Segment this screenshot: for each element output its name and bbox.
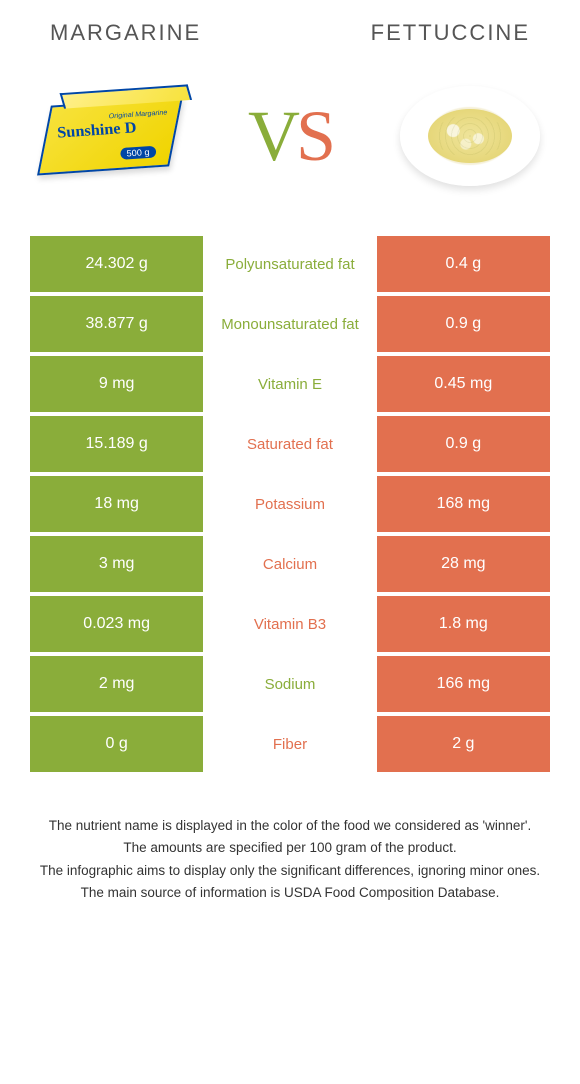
table-row: 9 mgVitamin E0.45 mg: [30, 356, 550, 412]
vs-label: VS: [248, 95, 332, 178]
left-value-cell: 38.877 g: [30, 296, 203, 352]
margarine-subtext: Original Margarine: [109, 109, 168, 120]
table-row: 38.877 gMonounsaturated fat0.9 g: [30, 296, 550, 352]
left-value-cell: 0 g: [30, 716, 203, 772]
margarine-brand: Sunshine D: [57, 119, 137, 142]
left-value-cell: 24.302 g: [30, 236, 203, 292]
fettuccine-icon: [400, 86, 540, 186]
right-food-title: Fettuccine: [371, 20, 530, 46]
left-value-cell: 3 mg: [30, 536, 203, 592]
right-value-cell: 1.8 mg: [377, 596, 550, 652]
left-food-title: Margarine: [50, 20, 201, 46]
right-food-image: [390, 76, 550, 196]
vs-v: V: [248, 96, 296, 176]
nutrient-name-cell: Saturated fat: [203, 416, 376, 472]
footer-line: The infographic aims to display only the…: [20, 861, 560, 881]
nutrient-name-cell: Monounsaturated fat: [203, 296, 376, 352]
nutrient-name-cell: Polyunsaturated fat: [203, 236, 376, 292]
table-row: 0.023 mgVitamin B31.8 mg: [30, 596, 550, 652]
right-value-cell: 0.9 g: [377, 416, 550, 472]
right-value-cell: 0.9 g: [377, 296, 550, 352]
footer-line: The main source of information is USDA F…: [20, 883, 560, 903]
header: Margarine Fettuccine: [0, 0, 580, 56]
right-value-cell: 168 mg: [377, 476, 550, 532]
left-food-image: Sunshine D Original Margarine 500 g: [30, 76, 190, 196]
table-row: 15.189 gSaturated fat0.9 g: [30, 416, 550, 472]
comparison-table: 24.302 gPolyunsaturated fat0.4 g38.877 g…: [0, 236, 580, 772]
vs-s: S: [296, 96, 332, 176]
left-value-cell: 0.023 mg: [30, 596, 203, 652]
margarine-weight: 500 g: [121, 146, 157, 160]
table-row: 18 mgPotassium168 mg: [30, 476, 550, 532]
right-value-cell: 28 mg: [377, 536, 550, 592]
footer-line: The nutrient name is displayed in the co…: [20, 816, 560, 836]
footer-line: The amounts are specified per 100 gram o…: [20, 838, 560, 858]
nutrient-name-cell: Sodium: [203, 656, 376, 712]
left-value-cell: 9 mg: [30, 356, 203, 412]
table-row: 24.302 gPolyunsaturated fat0.4 g: [30, 236, 550, 292]
right-value-cell: 2 g: [377, 716, 550, 772]
nutrient-name-cell: Vitamin E: [203, 356, 376, 412]
nutrient-name-cell: Calcium: [203, 536, 376, 592]
margarine-icon: Sunshine D Original Margarine 500 g: [37, 97, 183, 176]
table-row: 2 mgSodium166 mg: [30, 656, 550, 712]
left-value-cell: 2 mg: [30, 656, 203, 712]
left-value-cell: 15.189 g: [30, 416, 203, 472]
right-value-cell: 166 mg: [377, 656, 550, 712]
table-row: 3 mgCalcium28 mg: [30, 536, 550, 592]
nutrient-name-cell: Potassium: [203, 476, 376, 532]
left-value-cell: 18 mg: [30, 476, 203, 532]
footer-notes: The nutrient name is displayed in the co…: [0, 776, 580, 903]
images-row: Sunshine D Original Margarine 500 g VS: [0, 56, 580, 236]
table-row: 0 gFiber2 g: [30, 716, 550, 772]
nutrient-name-cell: Fiber: [203, 716, 376, 772]
nutrient-name-cell: Vitamin B3: [203, 596, 376, 652]
pasta-icon: [428, 109, 512, 163]
right-value-cell: 0.4 g: [377, 236, 550, 292]
right-value-cell: 0.45 mg: [377, 356, 550, 412]
